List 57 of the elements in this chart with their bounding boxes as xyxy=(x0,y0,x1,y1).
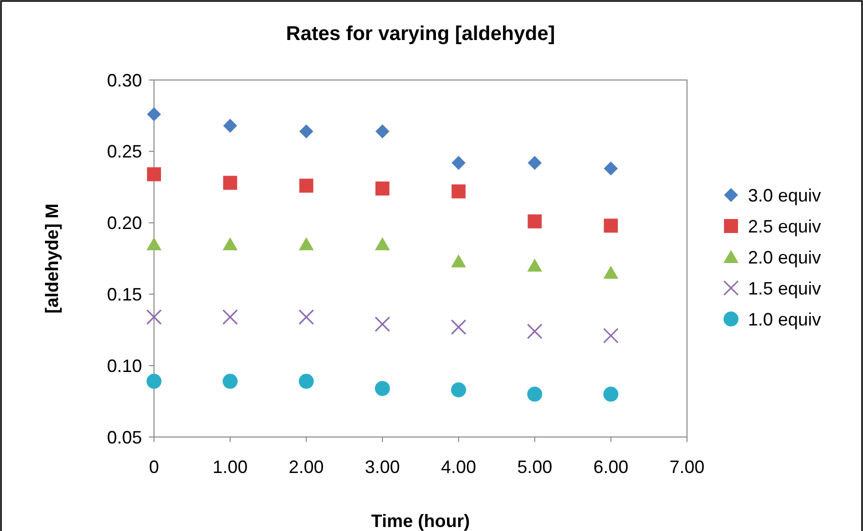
point xyxy=(223,176,238,190)
point xyxy=(451,254,466,268)
x-axis-title: Time (hour) xyxy=(371,511,470,531)
point xyxy=(374,237,390,250)
point xyxy=(452,156,466,170)
x-tick-label: 3.00 xyxy=(364,457,400,477)
point xyxy=(528,156,542,170)
point xyxy=(603,266,618,279)
point xyxy=(298,309,314,325)
x-tick-label: 5.00 xyxy=(517,457,552,477)
point xyxy=(147,107,161,122)
point xyxy=(374,380,390,396)
legend-label: 1.5 equiv xyxy=(748,278,822,298)
point xyxy=(223,118,238,133)
point xyxy=(374,316,390,332)
legend-label: 3.0 equiv xyxy=(748,185,822,206)
point xyxy=(146,374,162,389)
point xyxy=(146,309,162,325)
point xyxy=(452,184,466,198)
point xyxy=(299,124,314,138)
point xyxy=(375,182,390,196)
chart-title: Rates for varying [aldehyde] xyxy=(286,23,555,45)
point xyxy=(604,162,618,176)
point xyxy=(298,374,314,389)
point xyxy=(222,237,238,250)
y-tick-label: 0.15 xyxy=(106,284,142,304)
x-tick-label: 1.00 xyxy=(212,457,248,477)
point xyxy=(146,237,162,250)
point xyxy=(375,124,390,138)
x-tick-label: 4.00 xyxy=(441,457,476,477)
point xyxy=(528,214,542,228)
x-tick-label: 0 xyxy=(148,457,160,477)
point xyxy=(298,237,314,250)
point xyxy=(527,386,542,402)
point xyxy=(222,309,238,325)
point xyxy=(299,178,314,193)
point xyxy=(603,386,618,402)
legend-label: 2.5 equiv xyxy=(748,216,822,236)
point xyxy=(451,382,466,398)
legend-label: 2.0 equiv xyxy=(748,247,822,268)
y-tick-label: 0.05 xyxy=(106,427,142,448)
point xyxy=(526,324,542,340)
x-tick-label: 7.00 xyxy=(669,457,705,477)
point xyxy=(222,374,238,389)
y-tick-label: 0.20 xyxy=(106,213,142,234)
legend-label: 1.0 equiv xyxy=(748,309,822,330)
point xyxy=(147,167,161,182)
y-axis-title: [aldehyde] M xyxy=(42,203,62,314)
y-tick-label: 0.30 xyxy=(106,70,142,90)
point xyxy=(603,328,619,344)
point xyxy=(527,258,542,272)
point xyxy=(450,319,466,335)
y-tick-label: 0.25 xyxy=(106,142,142,162)
x-tick-label: 6.00 xyxy=(593,457,628,477)
y-tick-label: 0.10 xyxy=(106,356,142,376)
x-tick-label: 2.00 xyxy=(288,457,324,477)
point xyxy=(604,218,618,233)
